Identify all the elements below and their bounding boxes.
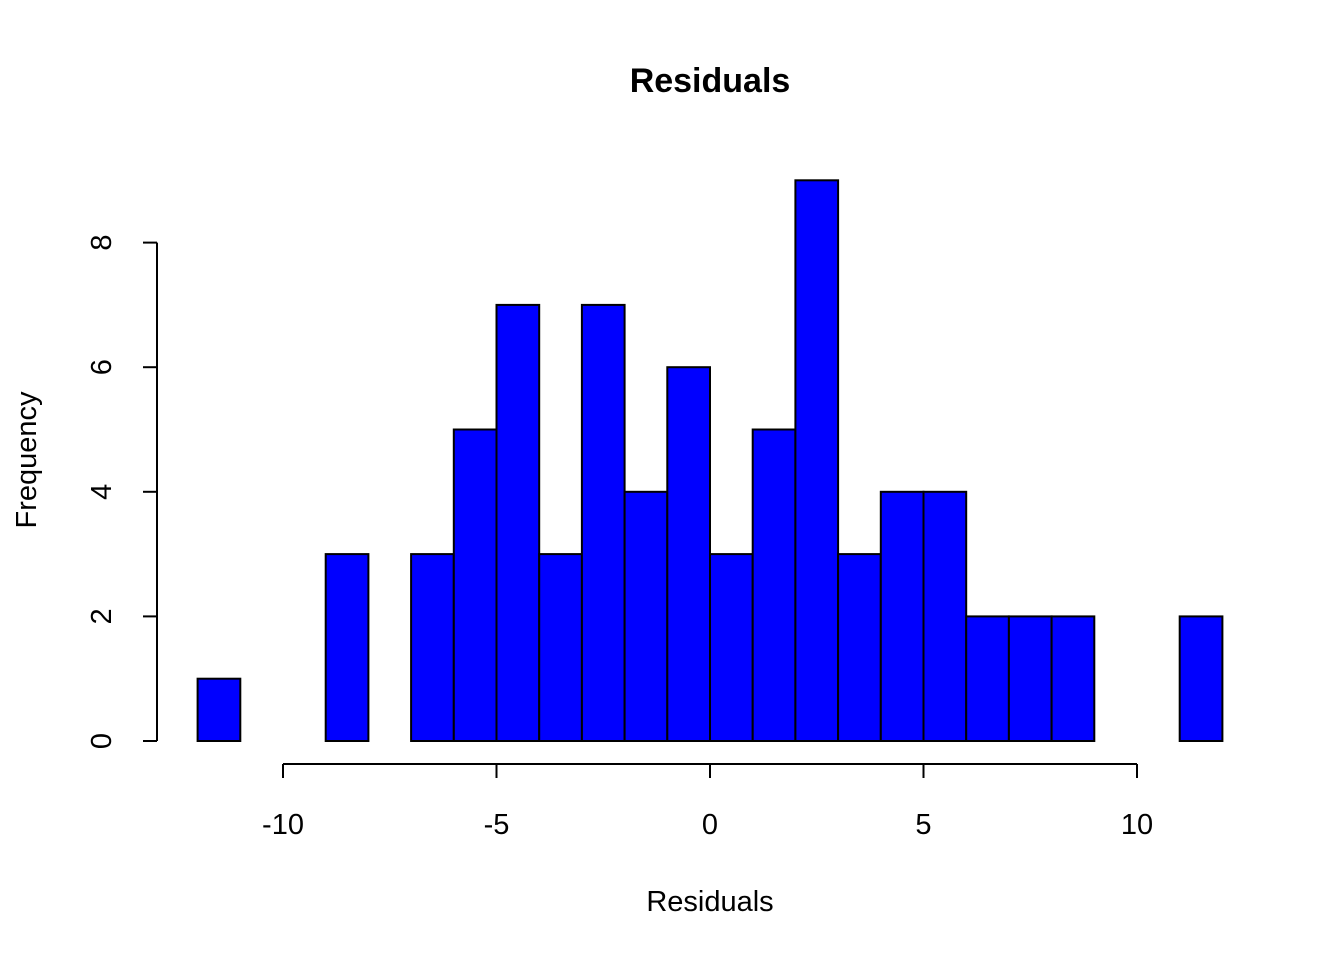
x-axis-label: Residuals (646, 886, 773, 918)
histogram-bar (794, 179, 840, 743)
histogram-bar (1050, 615, 1096, 743)
bars-group (196, 179, 1224, 743)
histogram-bar (1178, 615, 1224, 743)
y-tick-label: 6 (86, 359, 118, 375)
histogram-bar (837, 553, 882, 742)
histogram-bar (495, 303, 541, 742)
x-tick-label: 5 (915, 809, 931, 841)
x-tick-label: 10 (1121, 809, 1153, 841)
histogram-bar (922, 490, 968, 742)
histogram-bar (1007, 615, 1053, 743)
x-tick-label: 0 (702, 809, 718, 841)
x-axis-ticks: -10 -5 0 5 10 (262, 764, 1153, 841)
y-tick-label: 0 (86, 733, 118, 749)
histogram-bar (410, 553, 455, 742)
histogram-bar (580, 303, 626, 742)
histogram-bar (324, 553, 370, 742)
histogram-bar (538, 553, 583, 742)
y-tick-label: 2 (86, 608, 118, 624)
histogram-bar (623, 490, 669, 742)
histogram-bar (965, 615, 1010, 743)
y-axis-label: Frequency (11, 391, 43, 529)
histogram-bar (666, 366, 711, 742)
y-axis-ticks: 0 2 4 6 8 (86, 235, 157, 749)
histogram-bar (452, 428, 498, 742)
histogram-bar (196, 677, 242, 743)
x-tick-label: -5 (484, 809, 510, 841)
chart-title: Residuals (630, 62, 791, 100)
histogram-bar (751, 428, 797, 742)
histogram-bar (879, 490, 925, 742)
y-tick-label: 4 (86, 484, 118, 500)
histogram-bar (709, 553, 754, 742)
y-tick-label: 8 (86, 235, 118, 251)
x-tick-label: -10 (262, 809, 304, 841)
